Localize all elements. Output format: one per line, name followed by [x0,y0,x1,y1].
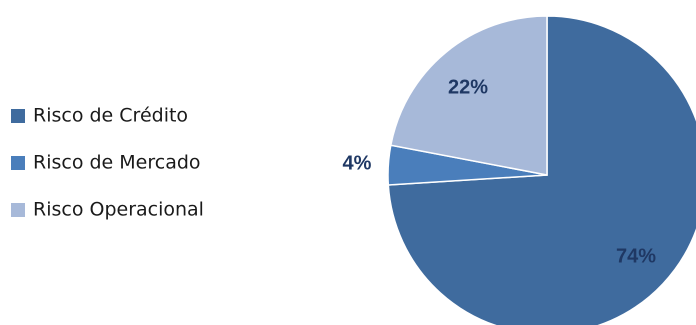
data-label-2: 4% [343,152,372,174]
data-label-3: 22% [448,76,488,98]
legend-label-1: Risco de Crédito [33,105,188,127]
pie-slice-1 [387,15,696,325]
legend-swatch-3 [11,203,25,217]
legend-item-3: Risco Operacional [11,199,204,221]
pie-slices [387,15,696,325]
chart-legend: Risco de Crédito Risco de Mercado Risco Op… [11,105,204,221]
legend-label-3: Risco Operacional [33,199,204,221]
legend-item-1: Risco de Crédito [11,105,188,127]
legend-swatch-1 [11,109,25,123]
pie-slice-3 [389,15,548,176]
legend-swatch-2 [11,156,25,170]
data-label-1: 74% [616,245,656,267]
legend-label-2: Risco de Mercado [33,152,201,174]
pie-data-labels: 74% 4% 22% [343,76,657,267]
legend-item-2: Risco de Mercado [11,152,201,174]
